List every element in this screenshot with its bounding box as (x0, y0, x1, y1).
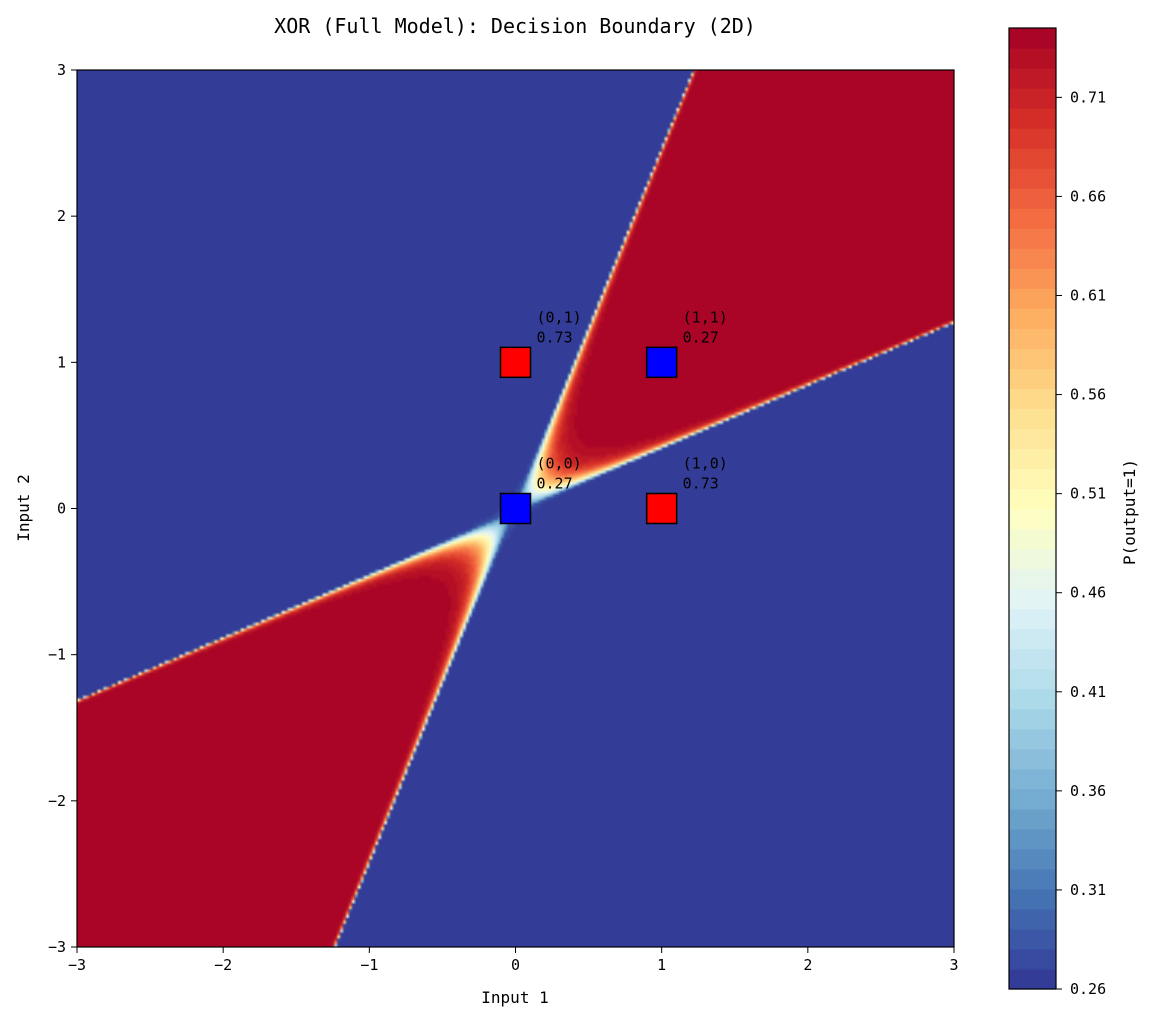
point-label-0: (0,0) (537, 455, 582, 473)
x-axis-ticks: −3 −2 −1 0 1 2 3 (68, 947, 959, 974)
data-points: (0,0) 0.27 (0,1) 0.73 (1,0) 0.73 (1,1) 0.27 (499, 308, 728, 525)
colorbar-frame (1008, 27, 1057, 990)
colorbar-band (1009, 148, 1056, 169)
point-value-0: 0.27 (537, 475, 573, 493)
y-tick-label: 3 (57, 61, 66, 79)
point-value-1: 0.73 (537, 328, 573, 346)
colorbar-tick-label: 0.36 (1070, 782, 1106, 800)
colorbar-band (1009, 288, 1056, 309)
y-tick-label: −2 (48, 792, 66, 810)
colorbar-band (1009, 488, 1056, 510)
colorbar-tick-label: 0.26 (1070, 980, 1106, 998)
colorbar-band (1009, 208, 1056, 229)
colorbar-band (1009, 708, 1056, 730)
colorbar-band (1009, 808, 1056, 830)
colorbar-band (1009, 688, 1056, 710)
x-tick-label: 1 (657, 956, 666, 974)
data-point-1 (499, 346, 532, 379)
colorbar-tick-label: 0.56 (1070, 386, 1106, 404)
x-tick-label: −3 (68, 956, 86, 974)
colorbar-band (1009, 768, 1056, 790)
point-value-3: 0.27 (683, 328, 719, 346)
colorbar-band (1009, 48, 1056, 69)
colorbar-band (1009, 248, 1056, 269)
data-point-2 (645, 492, 678, 525)
y-tick-label: 1 (57, 353, 66, 371)
colorbar-band (1009, 548, 1056, 570)
point-value-2: 0.73 (683, 475, 719, 493)
colorbar-band (1009, 668, 1056, 690)
colorbar-band (1009, 908, 1056, 930)
colorbar-band (1009, 388, 1056, 409)
colorbar-band (1009, 948, 1056, 970)
colorbar-band (1009, 348, 1056, 369)
colorbar-band (1009, 728, 1056, 750)
colorbar-band (1009, 448, 1056, 470)
data-point-0 (499, 492, 532, 525)
point-label-2: (1,0) (683, 455, 728, 473)
colorbar-band (1009, 928, 1056, 950)
colorbar-band (1009, 528, 1056, 550)
colorbar-tick-label: 0.41 (1070, 683, 1106, 701)
colorbar-band (1009, 628, 1056, 650)
colorbar-band (1009, 848, 1056, 870)
colorbar-band (1009, 508, 1056, 530)
colorbar-band (1009, 588, 1056, 610)
colorbar-band (1009, 788, 1056, 810)
colorbar-tick-label: 0.61 (1070, 286, 1106, 304)
colorbar-band (1009, 968, 1056, 990)
colorbar-band (1009, 28, 1056, 49)
y-axis-ticks: −3 −2 −1 0 1 2 3 (48, 61, 77, 956)
y-tick-label: 0 (57, 500, 66, 518)
colorbar-band (1009, 308, 1056, 329)
y-tick-label: −3 (48, 938, 66, 956)
y-axis-label: Input 2 (14, 474, 33, 541)
colorbar-label: P(output=1) (1120, 459, 1139, 565)
chart-title: XOR (Full Model): Decision Boundary (2D) (274, 14, 756, 38)
colorbar-band (1009, 408, 1056, 430)
colorbar-tick-label: 0.31 (1070, 881, 1106, 899)
x-tick-label: −2 (214, 956, 232, 974)
colorbar-band (1009, 68, 1056, 89)
colorbar-band (1009, 568, 1056, 590)
x-tick-label: 0 (511, 956, 520, 974)
colorbar-band (1009, 188, 1056, 209)
colorbar-tick-label: 0.71 (1070, 88, 1106, 106)
colorbar-band (1009, 228, 1056, 249)
colorbar-tick-label: 0.46 (1070, 584, 1106, 602)
colorbar-band (1009, 168, 1056, 189)
colorbar-band (1009, 608, 1056, 630)
x-tick-label: −1 (360, 956, 378, 974)
colorbar-tick-label: 0.66 (1070, 187, 1106, 205)
colorbar: 0.26 0.31 0.36 0.41 0.46 0.51 0.56 0.61 0.66 0.71 (1008, 27, 1106, 998)
data-point-3 (645, 346, 678, 379)
colorbar-band (1009, 368, 1056, 389)
colorbar-band (1009, 748, 1056, 770)
colorbar-band (1009, 868, 1056, 890)
point-label-1: (0,1) (537, 308, 582, 326)
colorbar-band (1009, 268, 1056, 289)
colorbar-band (1009, 328, 1056, 349)
colorbar-band (1009, 468, 1056, 490)
colorbar-tick-label: 0.51 (1070, 485, 1106, 503)
y-tick-label: 2 (57, 207, 66, 225)
point-label-3: (1,1) (683, 308, 728, 326)
y-tick-label: −1 (48, 646, 66, 664)
colorbar-band (1009, 828, 1056, 850)
x-axis-label: Input 1 (481, 988, 548, 1007)
colorbar-band (1009, 108, 1056, 129)
x-tick-label: 2 (803, 956, 812, 974)
colorbar-band (1009, 88, 1056, 109)
x-tick-label: 3 (949, 956, 958, 974)
colorbar-band (1009, 888, 1056, 910)
colorbar-band (1009, 128, 1056, 149)
colorbar-band (1009, 648, 1056, 670)
colorbar-band (1009, 428, 1056, 450)
